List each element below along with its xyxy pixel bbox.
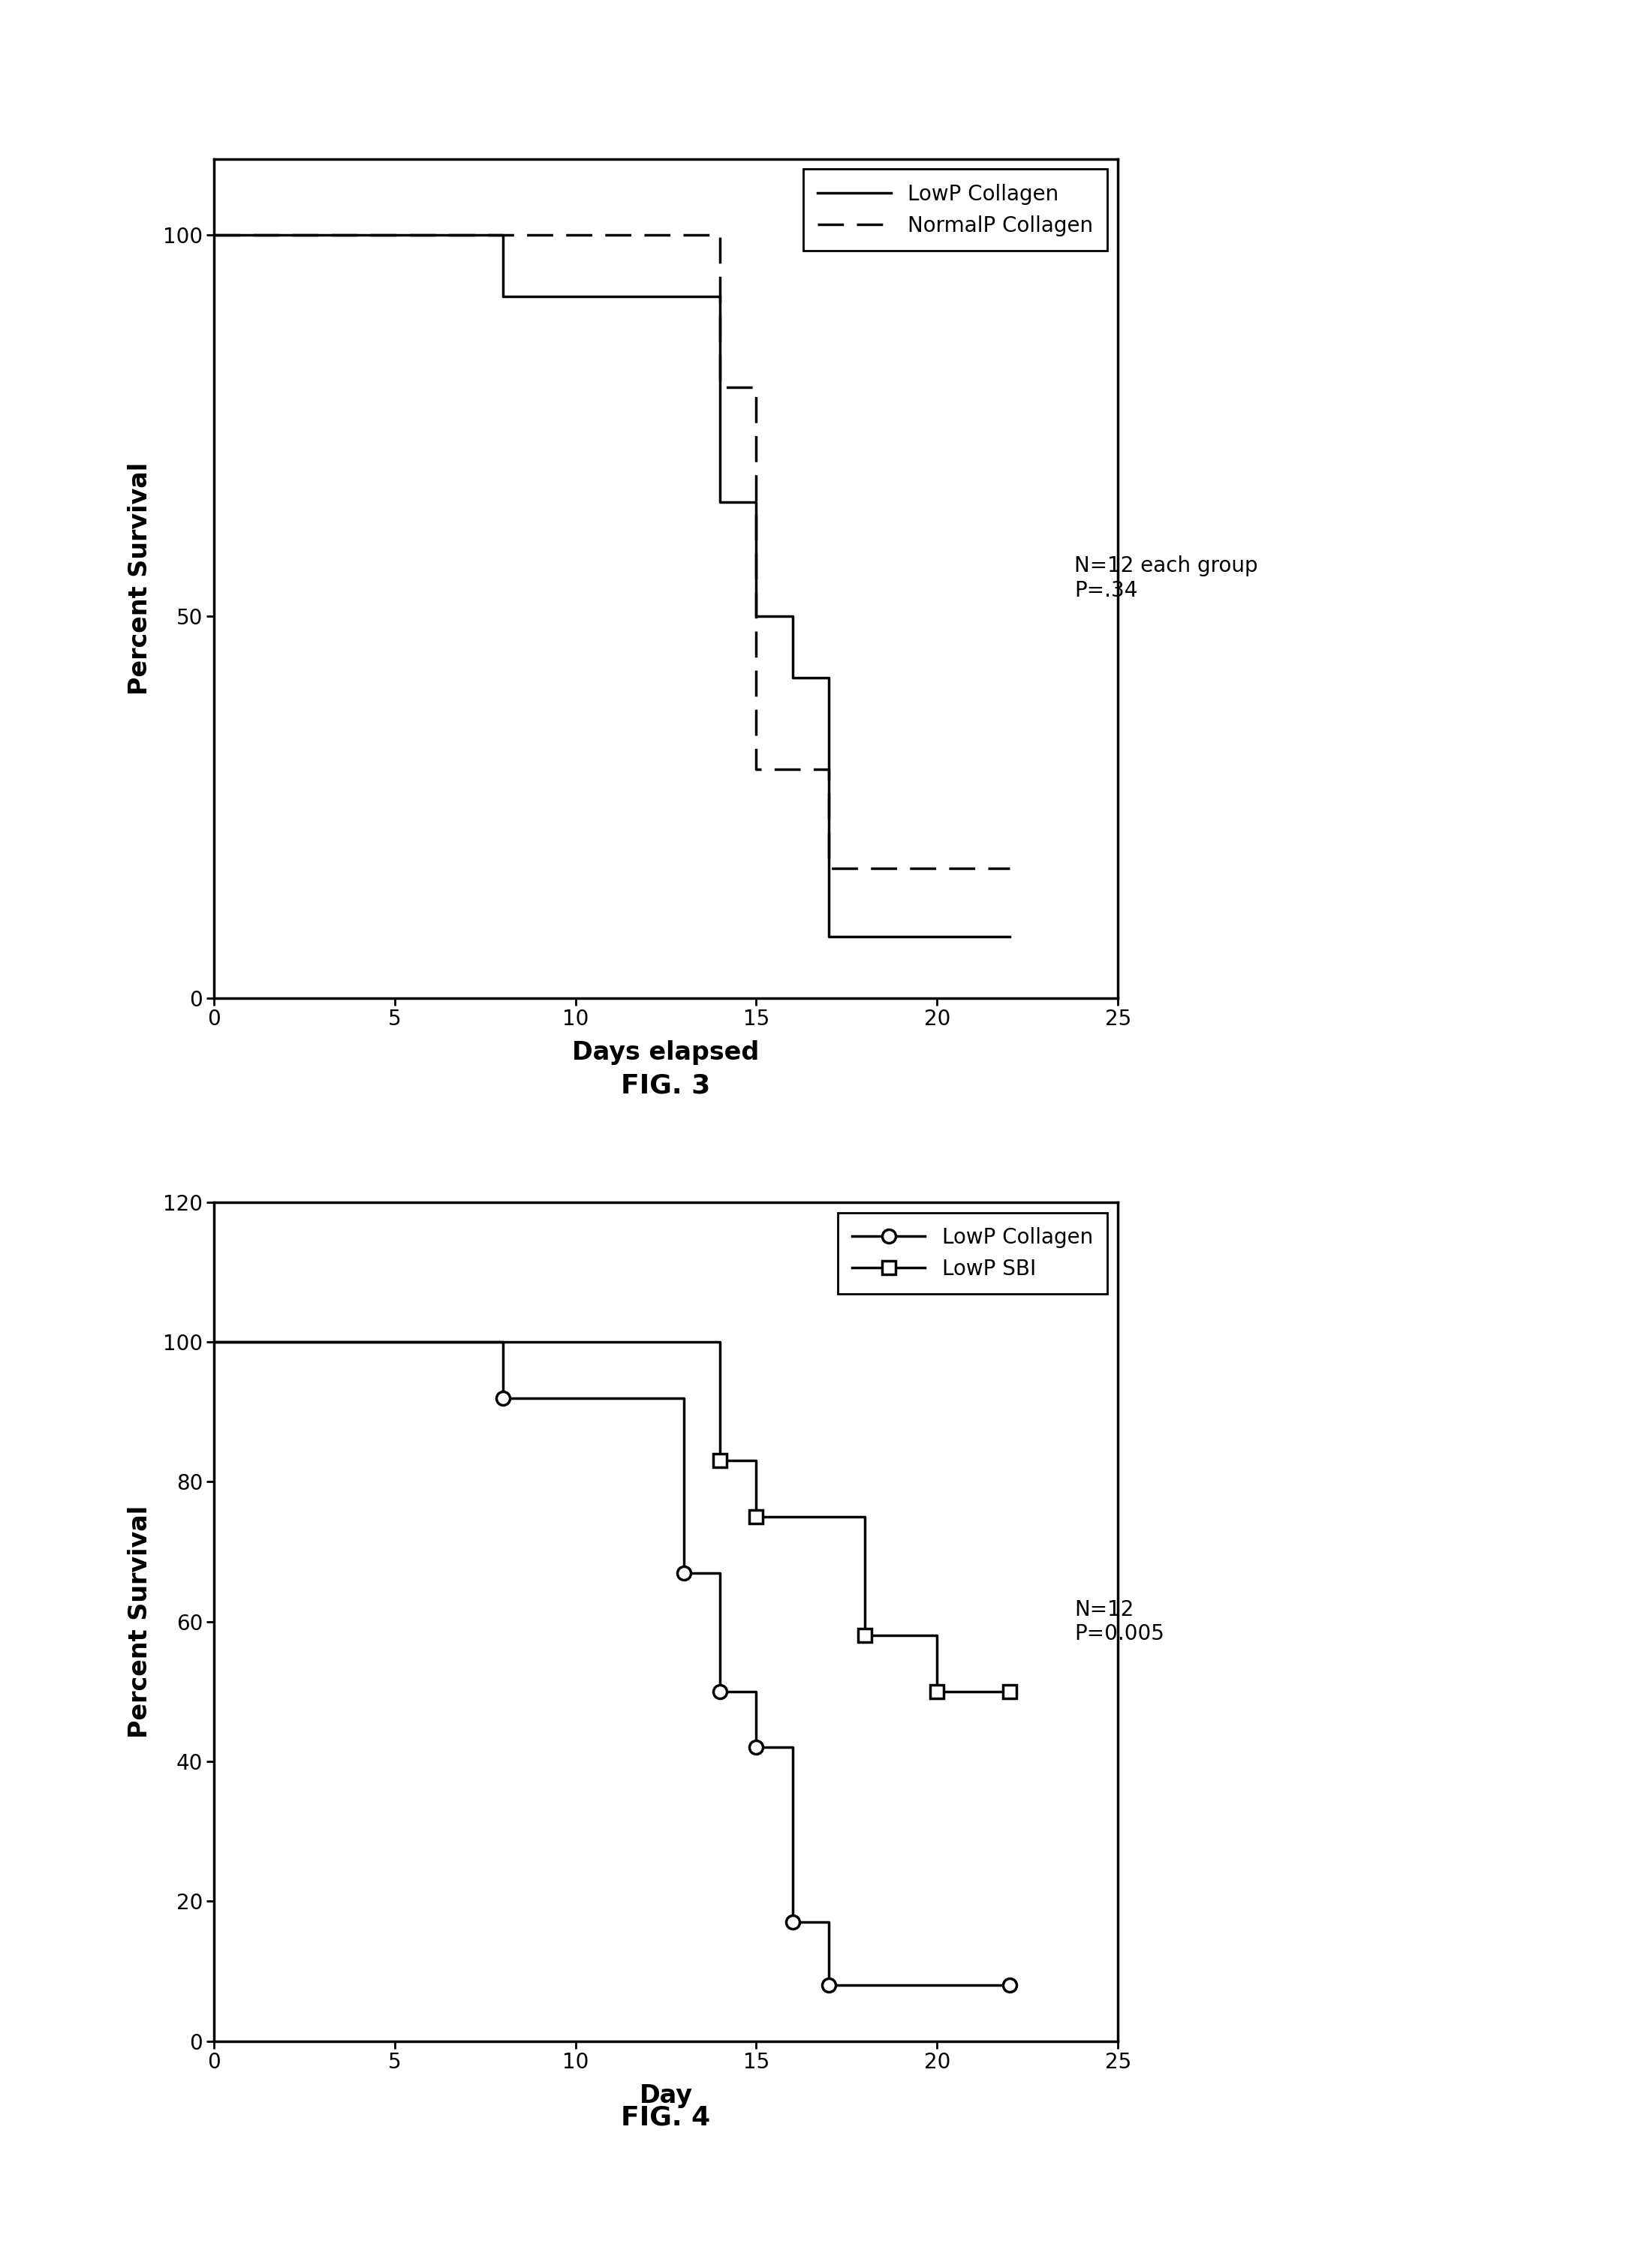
Text: FIG. 4: FIG. 4	[621, 2105, 710, 2130]
Text: N=12 each group
P=.34: N=12 each group P=.34	[1075, 556, 1258, 601]
Text: FIG. 3: FIG. 3	[621, 1073, 710, 1098]
Text: N=12
P=0.005: N=12 P=0.005	[1075, 1599, 1164, 1644]
X-axis label: Day: Day	[640, 2084, 692, 2109]
X-axis label: Days elapsed: Days elapsed	[572, 1041, 760, 1066]
Y-axis label: Percent Survival: Percent Survival	[128, 1506, 153, 1737]
Legend: LowP Collagen, NormalP Collagen: LowP Collagen, NormalP Collagen	[804, 170, 1108, 252]
Legend: LowP Collagen, LowP SBI: LowP Collagen, LowP SBI	[837, 1213, 1108, 1295]
Y-axis label: Percent Survival: Percent Survival	[128, 463, 153, 694]
